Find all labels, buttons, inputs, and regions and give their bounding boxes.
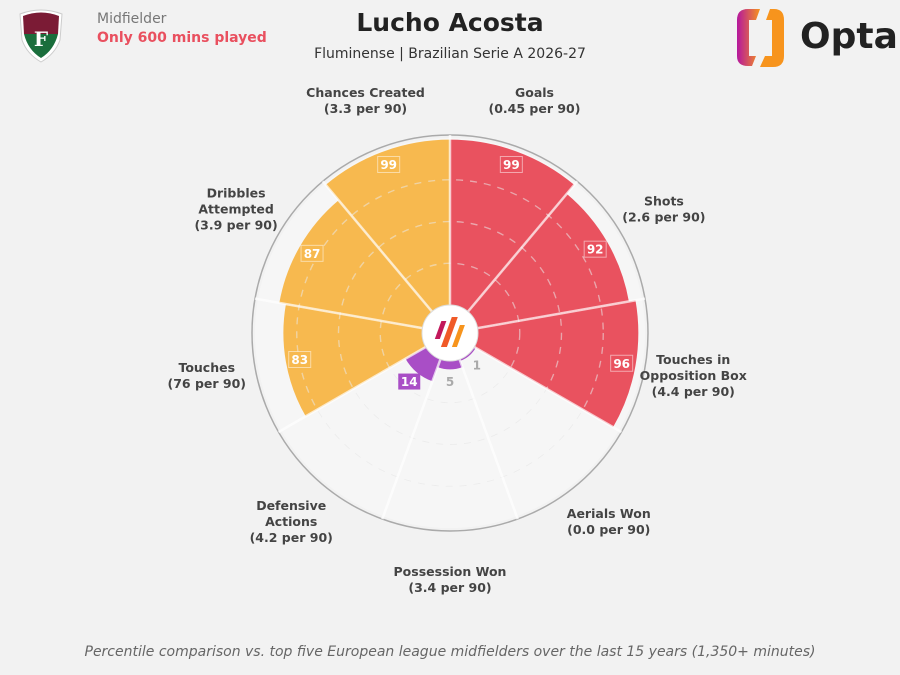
metric-name: Opposition Box xyxy=(640,368,747,383)
slice-divider xyxy=(473,345,623,434)
value-label: 99 xyxy=(503,158,520,172)
slice-touches-in-opposition-box xyxy=(474,300,639,428)
metric-name: Dribbles xyxy=(207,186,266,201)
value-label: 14 xyxy=(401,375,418,389)
metric-name: Touches xyxy=(178,360,235,375)
slice-possession-won xyxy=(437,359,463,370)
value-label: 99 xyxy=(380,158,397,172)
metric-per90: (3.3 per 90) xyxy=(324,101,407,116)
slice-defensive-actions xyxy=(405,347,441,382)
value-badge xyxy=(398,373,421,390)
metric-per90: (4.4 per 90) xyxy=(652,384,735,399)
slice-divider xyxy=(477,297,646,330)
slice-goals xyxy=(450,139,575,312)
page-subtitle: Fluminense | Brazilian Serie A 2026-27 xyxy=(314,46,586,62)
metric-per90: (0.45 per 90) xyxy=(488,101,580,116)
value-badge xyxy=(583,240,607,258)
metric-name: Shots xyxy=(644,194,684,209)
slice-touches xyxy=(283,304,426,417)
opta-logo-icon xyxy=(737,9,784,67)
slice-divider xyxy=(467,180,579,313)
opta-mark-icon xyxy=(434,317,465,347)
slice-dribbles-attempted xyxy=(279,200,433,329)
metric-name: Chances Created xyxy=(306,85,425,100)
metric-per90: (3.4 per 90) xyxy=(408,580,491,595)
value-label: 1 xyxy=(473,358,481,372)
player-position: Midfielder xyxy=(97,11,167,27)
metric-name: Possession Won xyxy=(394,564,507,579)
value-label: 96 xyxy=(613,357,630,371)
slice-divider xyxy=(321,180,433,313)
svg-text:F: F xyxy=(34,27,48,51)
grid-ring xyxy=(296,179,604,487)
metric-per90: (4.2 per 90) xyxy=(250,530,333,545)
slice-divider xyxy=(458,358,519,520)
value-badge xyxy=(377,155,401,173)
metric-per90: (76 per 90) xyxy=(167,376,246,391)
metric-name: Actions xyxy=(265,514,317,529)
slice-divider xyxy=(381,358,442,520)
value-label: 92 xyxy=(587,243,604,257)
brand-name: Opta xyxy=(800,16,898,57)
metric-name: Aerials Won xyxy=(567,506,651,521)
value-label: 5 xyxy=(446,375,454,389)
slice-aerials-won xyxy=(459,347,476,361)
value-badge xyxy=(610,354,634,372)
slice-background xyxy=(459,347,619,517)
slice-background xyxy=(383,359,517,528)
metric-name: Touches in xyxy=(656,352,730,367)
club-crest-icon: F xyxy=(19,9,63,63)
metric-per90: (3.9 per 90) xyxy=(194,218,277,233)
page-title: Lucho Acosta xyxy=(356,8,544,37)
value-label: 87 xyxy=(304,247,321,261)
metric-per90: (0.0 per 90) xyxy=(567,522,650,537)
value-badge xyxy=(300,244,324,262)
value-badge xyxy=(288,351,312,369)
metric-name: Attempted xyxy=(198,202,273,217)
chart-footnote: Percentile comparison vs. top five Europ… xyxy=(84,644,816,660)
value-badge xyxy=(499,155,523,173)
grid-ring-empty xyxy=(296,179,604,487)
value-label: 83 xyxy=(291,353,308,367)
slice-divider xyxy=(277,345,427,434)
minutes-note: Only 600 mins played xyxy=(97,30,267,46)
metric-per90: (2.6 per 90) xyxy=(622,210,705,225)
metric-name: Defensive xyxy=(256,498,326,513)
metric-name: Goals xyxy=(515,85,554,100)
slice-divider xyxy=(254,297,423,330)
